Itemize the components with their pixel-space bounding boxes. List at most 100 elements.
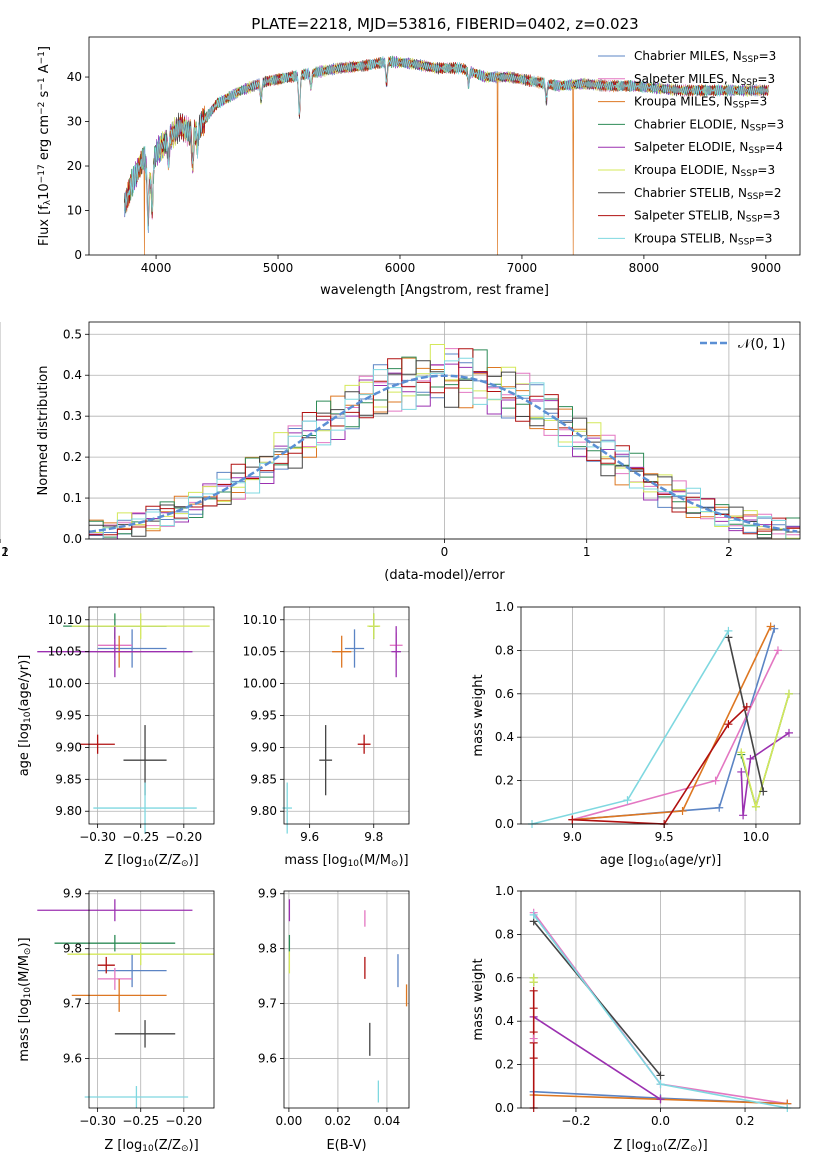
marker	[737, 767, 746, 776]
y-tick-label: 9.9	[258, 887, 277, 901]
x-tick-label: −0.20	[165, 830, 202, 844]
x-tick-label: 8000	[629, 261, 660, 275]
y-tick-label: 0.1	[63, 491, 82, 505]
marker	[529, 973, 538, 982]
x-axis-label: Z [log10(Z/Z⊙)]	[104, 1138, 198, 1154]
y-axis-label: Normed distribution	[36, 366, 51, 496]
marker	[715, 803, 724, 812]
y-tick-label: 10.00	[48, 677, 82, 691]
mass-vs-ebv-panel: 0.00 0.02 0.04 9.6 9.7 9.8 9.9 E(B-V)	[258, 887, 410, 1153]
marker	[529, 910, 538, 919]
marker	[773, 646, 782, 655]
y-tick-label: 9.95	[55, 709, 82, 723]
y-tick-label: 9.8	[63, 942, 82, 956]
x-axis-label: E(B-V)	[326, 1138, 366, 1153]
y-tick-label: 0.4	[495, 730, 514, 744]
legend-label: Kroupa STELIB, NSSP=3	[634, 231, 772, 247]
y-tick-label: 9.7	[258, 997, 277, 1011]
y-tick-label: 10	[67, 204, 82, 218]
y-tick-label: 9.6	[63, 1052, 82, 1066]
x-axis-label: Z [log10(Z/Z⊙)]	[104, 853, 198, 869]
x-axis-label: (data-model)/error	[384, 568, 505, 583]
y-tick-label: 40	[67, 70, 82, 84]
y-tick-label: 0.4	[63, 368, 82, 382]
y-tick-label: 0.8	[495, 643, 514, 657]
mass-vs-Z-panel-frame	[88, 890, 215, 1109]
x-tick-label: −0.30	[79, 830, 116, 844]
legend-label: 𝒩(0, 1)	[738, 337, 785, 352]
marker	[711, 776, 720, 785]
y-tick-label: 9.85	[250, 772, 277, 786]
spectrum-line	[124, 56, 769, 230]
x-tick-label: −0.2	[561, 1114, 590, 1128]
mass-weight-vs-age-panel-frame	[520, 606, 801, 825]
marker	[623, 796, 632, 805]
mass-weight-line	[572, 706, 748, 825]
legend-label: Kroupa ELODIE, NSSP=3	[634, 163, 775, 179]
x-tick-label: 0.00	[276, 1114, 303, 1128]
x-tick-label: 9.5	[655, 830, 674, 844]
x-axis-label: mass [log10(M/M⊙)]	[284, 853, 408, 869]
marker	[739, 811, 748, 820]
mass-vs-Z-panel: −0.30 −0.25 −0.20 9.6 9.7 9.8 9.9 Z [log10(Z/Z⊙…	[17, 887, 215, 1154]
x-tick-label: 2	[725, 545, 733, 559]
x-tick-label: 6000	[385, 261, 416, 275]
marker	[529, 1054, 538, 1063]
x-tick-label: −1	[0, 545, 9, 559]
mass-weight-vs-age-panel: 9.0 9.5 10.0 0.0 0.2 0.4 0.6 0.8 1.0 age [log10(a…	[471, 600, 801, 869]
x-tick-label: 5000	[263, 261, 294, 275]
marker	[784, 689, 793, 698]
x-tick-label: −2	[0, 545, 9, 559]
mass-weight-line	[533, 1016, 661, 1100]
marker	[724, 626, 733, 635]
y-axis-label: age [log10(age/yr)]	[17, 655, 33, 777]
normal-curve	[88, 374, 798, 534]
legend-label: Chabrier STELIB, NSSP=2	[634, 186, 782, 202]
mass-vs-ebv-panel-frame	[283, 890, 410, 1109]
x-tick-label: 9.0	[563, 830, 582, 844]
y-tick-label: 9.85	[55, 772, 82, 786]
marker	[759, 787, 768, 796]
x-tick-label: 9.6	[300, 830, 319, 844]
y-tick-label: 10.10	[243, 613, 277, 627]
marker	[568, 815, 577, 824]
x-tick-label: 0.0	[651, 1114, 670, 1128]
y-axis-label: Flux [fλ10−17 erg cm−2 s−1 A−1]	[37, 46, 53, 246]
y-tick-label: 10.00	[243, 677, 277, 691]
y-tick-label: 10.05	[243, 645, 277, 659]
marker	[724, 720, 733, 729]
x-tick-label: 1	[583, 545, 591, 559]
x-tick-label: 9.8	[364, 830, 383, 844]
y-tick-label: 0.4	[495, 1014, 514, 1028]
y-tick-label: 20	[67, 159, 82, 173]
y-tick-label: 9.90	[250, 740, 277, 754]
x-tick-label: 0.04	[374, 1114, 401, 1128]
marker	[529, 986, 538, 995]
y-tick-label: 0.8	[495, 927, 514, 941]
x-tick-label: 7000	[507, 261, 538, 275]
x-tick-label: 10.0	[743, 830, 770, 844]
y-tick-label: 0.6	[495, 687, 514, 701]
marker	[656, 1080, 665, 1089]
y-tick-label: 0.2	[495, 774, 514, 788]
x-tick-label: 0.2	[735, 1114, 754, 1128]
y-tick-label: 1.0	[495, 884, 514, 898]
x-tick-label: −0.30	[79, 1114, 116, 1128]
y-tick-label: 0.2	[63, 450, 82, 464]
y-tick-label: 9.7	[63, 997, 82, 1011]
x-axis-label: age [log10(age/yr)]	[600, 853, 722, 869]
x-tick-label: 9000	[751, 261, 782, 275]
marker	[784, 728, 793, 737]
x-axis-label: Z [log10(Z/Z⊙)]	[613, 1138, 707, 1154]
x-tick-label: 0	[441, 545, 449, 559]
y-tick-label: 9.80	[250, 804, 277, 818]
x-axis-label: wavelength [Angstrom, rest frame]	[320, 283, 549, 298]
x-tick-label: −0.25	[122, 1114, 159, 1128]
y-tick-label: 9.9	[63, 887, 82, 901]
marker	[529, 1004, 538, 1013]
y-tick-label: 9.90	[55, 740, 82, 754]
mass-weight-line	[740, 732, 790, 816]
y-tick-label: 9.95	[250, 709, 277, 723]
legend-label: Salpeter ELODIE, NSSP=4	[634, 140, 783, 156]
